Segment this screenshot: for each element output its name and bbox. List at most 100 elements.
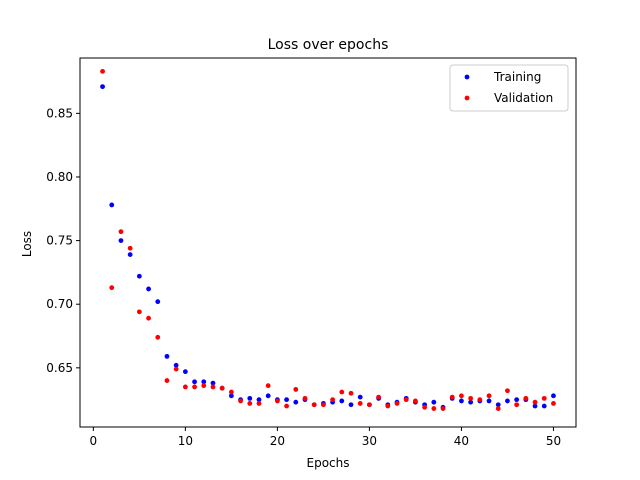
validation-point bbox=[311, 402, 317, 408]
validation-point bbox=[403, 397, 409, 403]
training-point bbox=[100, 84, 105, 90]
validation-point bbox=[385, 403, 391, 409]
training-point bbox=[173, 362, 179, 368]
legend-label-training: Training bbox=[493, 70, 541, 84]
training-point bbox=[210, 380, 216, 386]
training-point bbox=[127, 252, 133, 257]
validation-point bbox=[136, 309, 142, 315]
validation-point bbox=[413, 398, 418, 404]
validation-point bbox=[109, 285, 115, 291]
training-point bbox=[514, 397, 520, 403]
series-validation bbox=[100, 68, 556, 411]
validation-point bbox=[321, 402, 326, 408]
training-point bbox=[256, 397, 262, 403]
validation-point bbox=[182, 384, 188, 390]
training-point bbox=[109, 202, 115, 208]
y-tick-label: 0.80 bbox=[46, 170, 73, 184]
validation-point bbox=[357, 401, 363, 406]
training-point bbox=[136, 273, 142, 279]
validation-point bbox=[164, 378, 170, 383]
plot-area bbox=[79, 57, 577, 428]
validation-point bbox=[431, 406, 437, 411]
x-tick-label: 30 bbox=[362, 434, 377, 448]
validation-point bbox=[118, 229, 124, 235]
validation-point bbox=[155, 334, 161, 340]
validation-point bbox=[348, 390, 354, 396]
validation-point bbox=[100, 68, 105, 74]
validation-point bbox=[532, 399, 538, 405]
validation-point bbox=[247, 401, 253, 406]
training-point bbox=[192, 379, 197, 385]
training-point bbox=[293, 399, 299, 405]
training-point bbox=[265, 393, 271, 399]
validation-point bbox=[440, 406, 446, 411]
training-point bbox=[541, 403, 547, 409]
validation-point bbox=[256, 401, 262, 406]
validation-point bbox=[284, 403, 289, 409]
training-point bbox=[468, 399, 474, 405]
validation-point bbox=[302, 395, 308, 401]
validation-point bbox=[541, 395, 547, 401]
validation-point bbox=[228, 389, 234, 395]
validation-point bbox=[127, 245, 133, 251]
y-tick-label: 0.70 bbox=[46, 297, 73, 311]
validation-point bbox=[210, 384, 216, 390]
validation-point bbox=[422, 404, 428, 410]
validation-point bbox=[514, 402, 520, 408]
training-point bbox=[118, 238, 124, 243]
training-point bbox=[201, 379, 207, 385]
validation-point bbox=[477, 397, 483, 403]
training-point bbox=[505, 398, 510, 404]
validation-point bbox=[486, 393, 492, 399]
validation-point bbox=[173, 366, 179, 372]
training-point bbox=[164, 353, 170, 359]
x-tick-label: 0 bbox=[90, 434, 98, 448]
validation-point bbox=[219, 385, 225, 391]
validation-point bbox=[449, 394, 455, 400]
y-tick-label: 0.75 bbox=[46, 234, 73, 248]
y-axis-label: Loss bbox=[20, 231, 34, 257]
validation-point bbox=[505, 388, 510, 394]
x-tick-label: 20 bbox=[270, 434, 285, 448]
y-axis-ticks: 0.65 0.70 0.75 0.80 0.85 bbox=[46, 106, 80, 375]
training-point bbox=[228, 393, 234, 399]
x-tick-label: 10 bbox=[178, 434, 193, 448]
training-point bbox=[486, 398, 492, 404]
axes-frame bbox=[79, 57, 577, 428]
training-point bbox=[532, 403, 538, 409]
validation-point bbox=[201, 383, 207, 389]
training-point bbox=[155, 299, 161, 305]
training-point bbox=[182, 369, 188, 375]
validation-point bbox=[330, 397, 335, 403]
training-point bbox=[357, 394, 363, 400]
training-point bbox=[284, 397, 289, 403]
validation-point bbox=[394, 401, 400, 406]
validation-point bbox=[468, 395, 474, 401]
y-tick-label: 0.85 bbox=[46, 106, 73, 120]
legend-marker-training bbox=[464, 74, 470, 80]
training-point bbox=[348, 402, 354, 408]
validation-point bbox=[274, 398, 280, 404]
y-tick-label: 0.65 bbox=[46, 361, 73, 375]
x-axis-label: Epochs bbox=[307, 456, 350, 470]
training-point bbox=[146, 286, 151, 292]
validation-point bbox=[238, 398, 243, 404]
validation-point bbox=[146, 315, 151, 321]
training-point bbox=[339, 398, 345, 404]
chart-title: Loss over epochs bbox=[268, 37, 389, 53]
validation-point bbox=[551, 401, 556, 406]
validation-point bbox=[459, 393, 464, 399]
validation-point bbox=[293, 387, 299, 392]
validation-point bbox=[495, 406, 501, 411]
validation-point bbox=[265, 383, 271, 389]
legend-marker-validation bbox=[464, 95, 470, 101]
training-point bbox=[431, 399, 437, 405]
validation-point bbox=[339, 389, 345, 395]
validation-point bbox=[367, 402, 372, 408]
x-axis-ticks: 0 10 20 30 40 50 bbox=[90, 427, 561, 448]
training-point bbox=[459, 398, 464, 404]
training-point bbox=[551, 393, 556, 399]
validation-point bbox=[376, 394, 382, 400]
legend: Training Validation bbox=[449, 64, 569, 112]
